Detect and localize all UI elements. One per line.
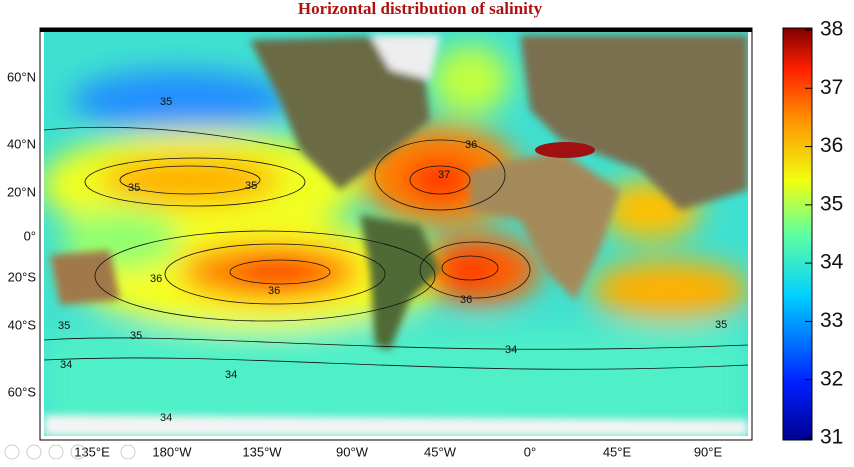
longitude-labels: 135°E 180°W 135°W 90°W 45°W 0° 45°E 90°E xyxy=(74,444,722,459)
contour-label: 34 xyxy=(160,412,172,424)
latitude-labels: 60°N 40°N 20°N 0° 20°S 40°S 60°S xyxy=(7,69,36,399)
lon-label: 45°E xyxy=(603,444,632,459)
contour-label: 35 xyxy=(245,180,257,192)
title: Horizontal distribution of salinity xyxy=(298,0,543,18)
lon-label: 45°W xyxy=(424,444,457,459)
player-controls xyxy=(4,444,136,460)
contour-label: 35 xyxy=(58,320,70,332)
contour-label: 35 xyxy=(715,319,727,331)
contours xyxy=(44,126,748,370)
lat-label: 20°N xyxy=(7,184,36,199)
lon-label: 90°W xyxy=(336,444,369,459)
lon-label: 135°E xyxy=(74,444,110,459)
lat-label: 20°S xyxy=(8,269,37,284)
colorbar-tick-label: 38 xyxy=(820,18,843,41)
colorbar-tick-label: 36 xyxy=(820,134,843,157)
lon-label: 90°E xyxy=(694,444,723,459)
colorbar-tick-label: 34 xyxy=(820,251,844,274)
lon-label: 135°W xyxy=(242,444,282,459)
contour-label: 36 xyxy=(460,294,472,306)
contour-label: 35 xyxy=(130,330,142,342)
lat-label: 60°S xyxy=(8,384,37,399)
contour-label: 36 xyxy=(268,285,280,297)
contour-labels: 35 35 35 36 37 36 36 35 36 35 34 34 34 3… xyxy=(58,96,727,424)
map-area: 35 35 35 36 37 36 36 35 36 35 34 34 34 3… xyxy=(44,32,748,436)
lat-label: 40°S xyxy=(8,317,37,332)
colorbar-tick-label: 32 xyxy=(820,367,843,390)
colorbar-ticks: 31 32 33 34 35 36 37 38 xyxy=(805,18,844,449)
frame-top xyxy=(40,28,752,32)
land xyxy=(44,35,748,436)
colorbar-tick-label: 37 xyxy=(820,76,843,99)
lat-label: 0° xyxy=(24,228,36,243)
contour-label: 36 xyxy=(465,139,477,151)
contour-label: 37 xyxy=(438,169,450,181)
colorbar xyxy=(782,27,813,441)
lat-label: 40°N xyxy=(7,136,36,151)
colorbar-tick-label: 33 xyxy=(820,309,843,332)
mediterranean xyxy=(535,142,595,158)
lon-label: 180°W xyxy=(152,444,192,459)
colorbar-tick-label: 31 xyxy=(820,426,843,449)
contour-label: 34 xyxy=(505,344,517,356)
colorbar-tick-label: 35 xyxy=(820,192,843,215)
lat-label: 60°N xyxy=(7,69,36,84)
contour-label: 34 xyxy=(60,359,72,371)
contour-label: 34 xyxy=(225,369,237,381)
contour-label: 35 xyxy=(160,96,172,108)
lon-label: 0° xyxy=(524,444,536,459)
contour-label: 35 xyxy=(128,182,140,194)
contour-label: 36 xyxy=(150,273,162,285)
